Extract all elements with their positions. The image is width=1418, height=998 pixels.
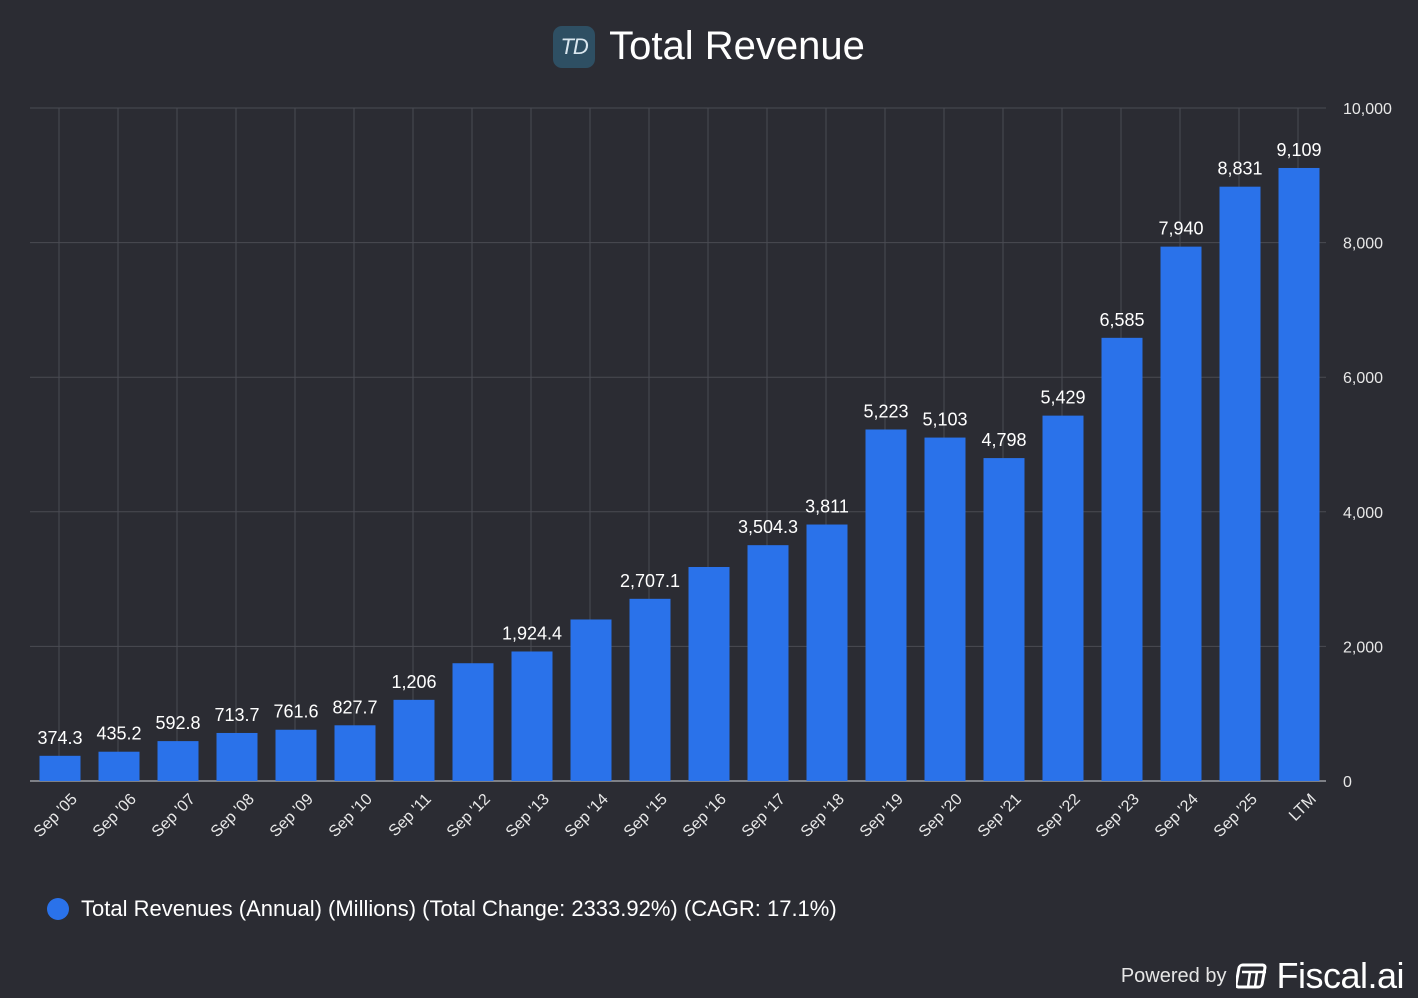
- x-tick-label: Sep '17: [739, 791, 789, 841]
- data-label: 374.3: [37, 728, 82, 748]
- x-tick-label: Sep '24: [1152, 791, 1202, 841]
- y-tick-label: 2,000: [1343, 639, 1383, 656]
- bar[interactable]: [924, 437, 966, 781]
- y-tick-label: 6,000: [1343, 370, 1383, 387]
- x-tick-label: LTM: [1286, 791, 1320, 825]
- x-tick-label: Sep '13: [503, 791, 553, 841]
- legend-marker: [47, 898, 69, 920]
- chart-title: Total Revenue: [609, 24, 865, 68]
- data-label: 5,103: [922, 410, 967, 430]
- bar[interactable]: [570, 619, 612, 781]
- y-axis-labels: 0 2,000 4,000 6,000 8,000 10,000: [1343, 101, 1392, 791]
- x-tick-label: Sep '25: [1211, 791, 1261, 841]
- bar[interactable]: [806, 524, 848, 781]
- x-tick-label: Sep '05: [31, 791, 81, 841]
- x-tick-label: Sep '21: [975, 791, 1025, 841]
- x-axis-labels: Sep '05 Sep '06 Sep '07 Sep '08 Sep '09 Sep '…: [31, 791, 1320, 841]
- data-label: 4,798: [981, 430, 1026, 450]
- bar[interactable]: [865, 429, 907, 781]
- data-label: 9,109: [1276, 140, 1321, 160]
- x-tick-label: Sep '14: [562, 791, 612, 841]
- data-label: 827.7: [332, 697, 377, 717]
- bar[interactable]: [1101, 337, 1143, 781]
- x-tick-label: Sep '07: [149, 791, 199, 841]
- data-label: 2,707.1: [620, 571, 680, 591]
- brand-name: Fiscal.ai: [1276, 955, 1404, 996]
- x-tick-label: Sep '23: [1093, 791, 1143, 841]
- bar[interactable]: [1219, 186, 1261, 781]
- data-label: 435.2: [96, 724, 141, 744]
- bar[interactable]: [629, 598, 671, 781]
- data-label: 592.8: [155, 713, 200, 733]
- bar[interactable]: [1042, 415, 1084, 781]
- x-tick-label: Sep '20: [916, 791, 966, 841]
- company-logo-text: TD: [560, 33, 588, 59]
- bars: [39, 167, 1320, 781]
- footer: Powered by Fiscal.ai: [1120, 955, 1405, 997]
- bar-chart: 374.3 435.2 592.8 713.7 761.6 827.7 1,206 1,924…: [30, 101, 1392, 841]
- bar[interactable]: [275, 729, 317, 781]
- data-label: 3,504.3: [738, 517, 798, 537]
- y-tick-label: 10,000: [1343, 101, 1392, 118]
- data-label: 761.6: [273, 702, 318, 722]
- x-tick-label: Sep '10: [326, 791, 376, 841]
- bar[interactable]: [452, 663, 494, 781]
- x-tick-label: Sep '22: [1034, 791, 1084, 841]
- fiscal-logo-icon: [1236, 963, 1267, 989]
- data-label: 5,429: [1040, 388, 1085, 408]
- data-label: 713.7: [214, 705, 259, 725]
- x-tick-label: Sep '18: [798, 791, 848, 841]
- legend: Total Revenues (Annual) (Millions) (Tota…: [47, 896, 837, 922]
- data-label: 3,811: [805, 497, 849, 517]
- powered-by-text: Powered by: [1120, 964, 1227, 987]
- bar[interactable]: [747, 545, 789, 781]
- x-tick-label: Sep '08: [208, 791, 258, 841]
- x-tick-label: Sep '15: [621, 791, 671, 841]
- x-tick-label: Sep '16: [680, 791, 730, 841]
- bar[interactable]: [216, 732, 258, 781]
- bar[interactable]: [157, 741, 199, 781]
- bar[interactable]: [1160, 246, 1202, 781]
- x-tick-label: Sep '19: [857, 791, 907, 841]
- bar[interactable]: [98, 751, 140, 781]
- data-label: 1,206: [391, 672, 436, 692]
- y-tick-label: 4,000: [1343, 505, 1383, 522]
- x-tick-label: Sep '06: [90, 791, 140, 841]
- data-label: 7,940: [1158, 219, 1203, 239]
- legend-label: Total Revenues (Annual) (Millions) (Tota…: [81, 896, 837, 921]
- bar[interactable]: [1278, 167, 1320, 781]
- y-tick-label: 0: [1343, 774, 1352, 791]
- x-tick-label: Sep '11: [386, 791, 435, 840]
- x-tick-label: Sep '09: [267, 791, 317, 841]
- company-logo: TD: [553, 25, 596, 68]
- bar[interactable]: [393, 699, 435, 781]
- bar[interactable]: [511, 651, 553, 781]
- data-label: 8,831: [1217, 159, 1262, 179]
- bar[interactable]: [39, 755, 81, 781]
- bar[interactable]: [983, 458, 1025, 781]
- y-tick-label: 8,000: [1343, 236, 1383, 253]
- data-label: 1,924.4: [502, 623, 562, 643]
- bar[interactable]: [688, 566, 730, 781]
- bar[interactable]: [334, 725, 376, 781]
- x-tick-label: Sep '12: [444, 791, 494, 841]
- chart-header: TD Total Revenue: [0, 24, 1418, 69]
- value-labels: 374.3 435.2 592.8 713.7 761.6 827.7 1,206 1,924…: [37, 140, 1321, 748]
- data-label: 5,223: [863, 401, 908, 421]
- data-label: 6,585: [1099, 310, 1144, 330]
